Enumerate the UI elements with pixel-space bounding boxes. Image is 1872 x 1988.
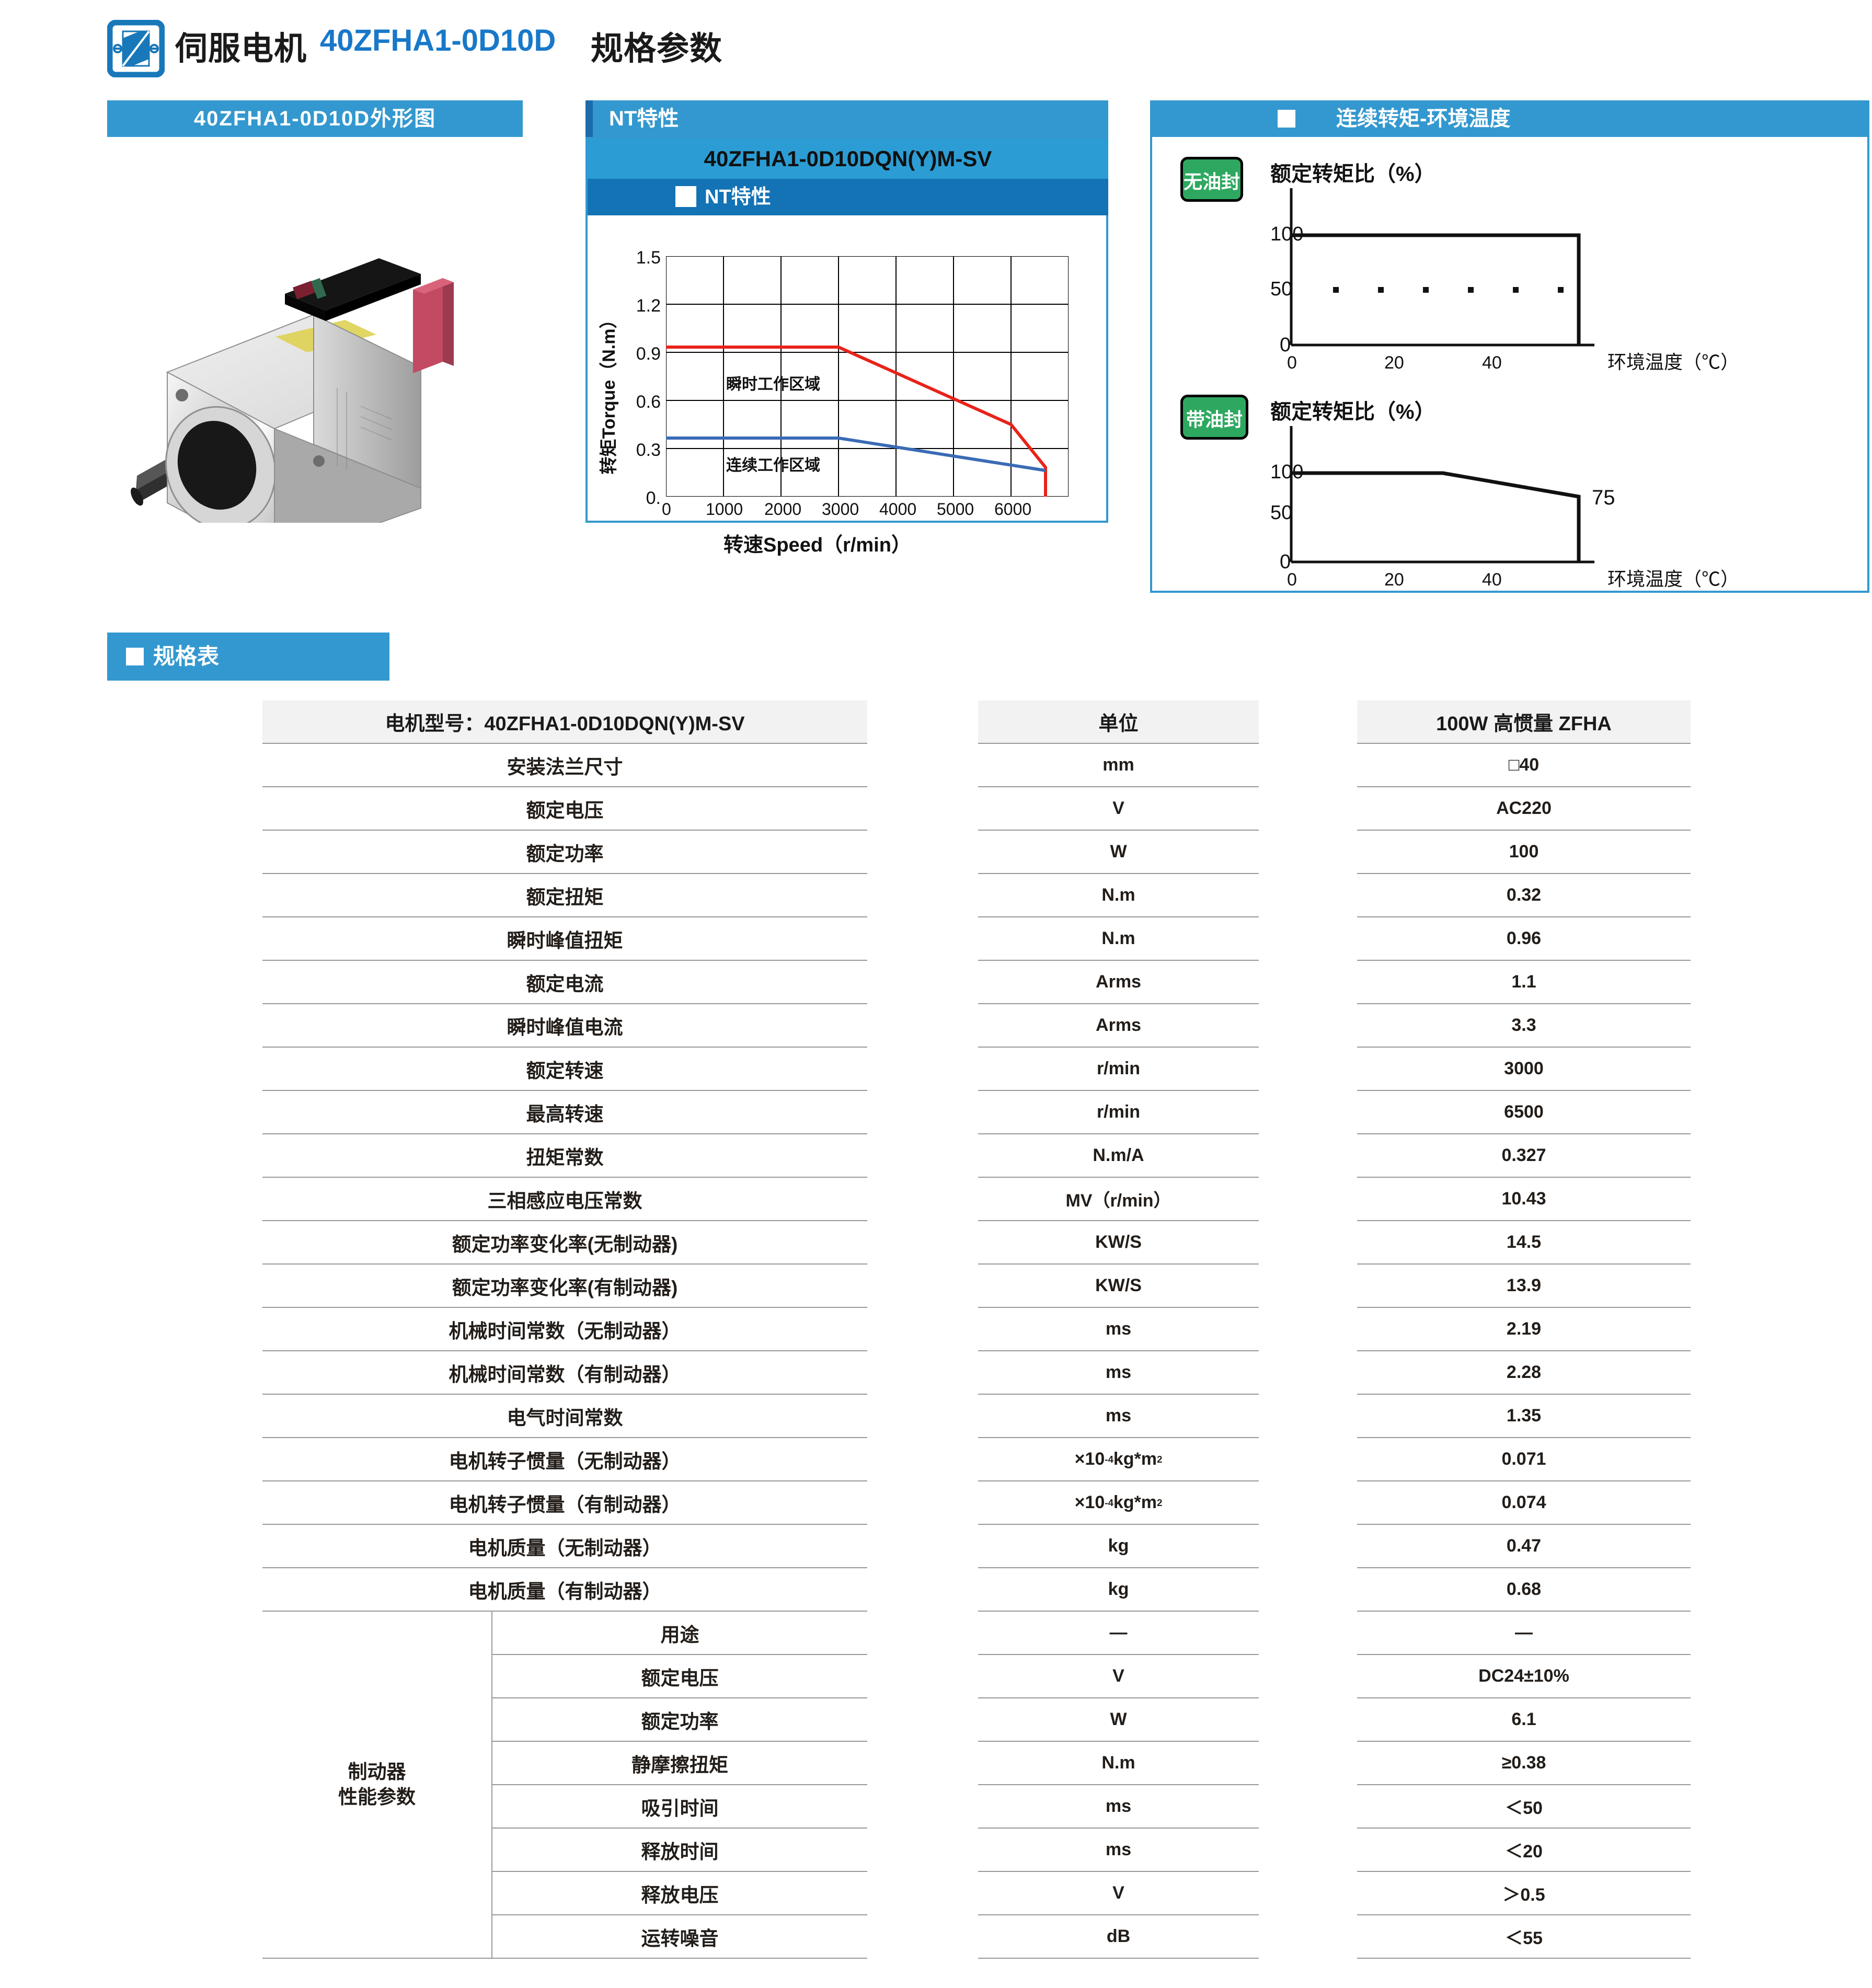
svg-text:100: 100 <box>1270 223 1303 245</box>
svg-text:75: 75 <box>1592 486 1615 509</box>
svg-text:40: 40 <box>1482 570 1502 590</box>
svg-text:连续工作区域: 连续工作区域 <box>726 457 820 474</box>
svg-text:20: 20 <box>1384 353 1404 373</box>
svg-text:20: 20 <box>1384 570 1404 590</box>
svg-text:50: 50 <box>1270 278 1292 300</box>
svg-text:50: 50 <box>1270 502 1292 524</box>
svg-text:0: 0 <box>1287 353 1297 373</box>
svg-text:40: 40 <box>1482 353 1502 373</box>
svg-text:0: 0 <box>1287 570 1297 590</box>
svg-text:环境温度（℃）: 环境温度（℃） <box>1607 568 1739 590</box>
svg-text:环境温度（℃）: 环境温度（℃） <box>1607 351 1739 373</box>
svg-text:瞬时工作区域: 瞬时工作区域 <box>726 376 820 393</box>
svg-text:100: 100 <box>1270 461 1303 483</box>
